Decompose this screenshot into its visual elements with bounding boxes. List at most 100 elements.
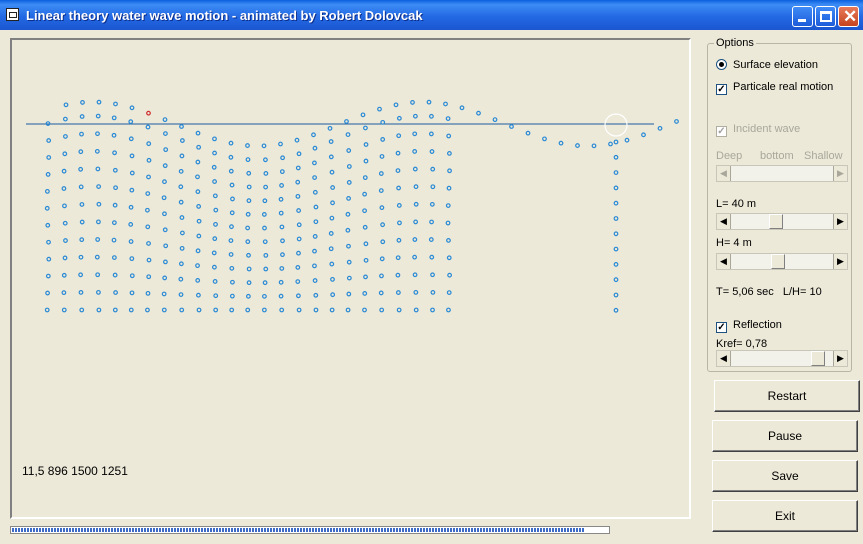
water-particle xyxy=(46,155,52,160)
water-particle xyxy=(113,290,118,295)
water-particle xyxy=(161,195,167,201)
water-particle xyxy=(613,277,619,283)
scroll-right-icon[interactable]: ▶ xyxy=(833,351,847,366)
water-particle xyxy=(45,222,51,228)
water-particle xyxy=(412,149,418,154)
water-particle xyxy=(145,290,151,296)
wavelength-scrollbar[interactable]: ◀ ▶ xyxy=(716,213,848,230)
water-particle xyxy=(377,106,382,112)
water-particle xyxy=(44,205,50,211)
water-particle xyxy=(328,231,334,236)
kref-scroll-thumb[interactable] xyxy=(811,351,825,366)
water-particle xyxy=(329,261,335,267)
incident-wave-label: Incident wave xyxy=(733,123,801,135)
water-particle xyxy=(61,290,67,296)
water-particle xyxy=(346,243,351,249)
water-particle xyxy=(280,238,285,244)
scroll-right-icon[interactable]: ▶ xyxy=(833,254,847,269)
water-particle xyxy=(328,154,334,160)
close-button[interactable]: ✕ xyxy=(838,6,859,27)
water-particle xyxy=(329,215,335,221)
water-particle xyxy=(280,252,285,258)
water-particle xyxy=(428,237,434,242)
window-title: Linear theory water wave motion - animat… xyxy=(26,8,423,23)
water-particle xyxy=(245,143,250,148)
water-particle xyxy=(363,158,369,164)
kref-scrollbar[interactable]: ◀ ▶ xyxy=(716,350,848,367)
water-particle xyxy=(79,131,84,137)
wave-animation-canvas: 11,5 896 1500 1251 xyxy=(10,38,691,519)
pause-button[interactable]: Pause xyxy=(712,420,858,452)
water-particle xyxy=(447,168,452,174)
particle-motion-checkbox[interactable]: ✓ xyxy=(716,84,727,95)
wavelength-scroll-thumb[interactable] xyxy=(769,214,783,229)
water-particle xyxy=(212,236,218,242)
restart-label: Restart xyxy=(767,389,807,403)
water-particle xyxy=(128,239,134,244)
height-scrollbar[interactable]: ◀ ▶ xyxy=(716,253,848,270)
wall-marker-circle xyxy=(604,113,628,137)
water-particle xyxy=(279,224,285,230)
water-particle xyxy=(295,293,301,299)
water-particle xyxy=(228,252,234,257)
kref-label: Kref= 0,78 xyxy=(716,338,768,350)
water-particle xyxy=(129,290,135,296)
water-particle xyxy=(346,195,351,201)
water-particle xyxy=(246,280,252,286)
water-particle xyxy=(95,272,101,278)
scroll-left-icon[interactable]: ◀ xyxy=(717,254,731,269)
scroll-right-icon[interactable]: ▶ xyxy=(833,214,847,229)
scroll-left-icon[interactable]: ◀ xyxy=(717,351,731,366)
water-particle xyxy=(62,220,68,226)
scroll-left-icon[interactable]: ◀ xyxy=(717,214,731,229)
water-particle xyxy=(312,160,317,166)
water-particle xyxy=(396,307,402,313)
exit-button[interactable]: Exit xyxy=(712,500,858,532)
water-particle xyxy=(213,221,218,227)
water-particle xyxy=(446,133,452,139)
water-particle xyxy=(63,238,68,243)
water-particle xyxy=(46,239,51,245)
water-particle xyxy=(246,266,252,272)
water-particle xyxy=(95,237,101,242)
water-particle xyxy=(330,185,336,190)
water-particle xyxy=(294,137,300,143)
water-particle xyxy=(79,219,85,225)
water-particle xyxy=(674,119,679,124)
water-particle xyxy=(575,143,580,148)
maximize-button[interactable] xyxy=(815,6,836,27)
save-button[interactable]: Save xyxy=(712,460,858,492)
surface-elevation-radio[interactable] xyxy=(716,59,727,70)
pause-label: Pause xyxy=(767,429,803,443)
water-particle xyxy=(429,219,434,225)
water-particle xyxy=(412,237,418,242)
water-particle xyxy=(346,148,352,153)
water-particle xyxy=(178,168,184,174)
reflection-checkbox[interactable]: ✓ xyxy=(716,322,727,333)
water-particle xyxy=(95,113,101,119)
water-particle xyxy=(613,170,619,176)
water-particle xyxy=(146,157,152,163)
minimize-button[interactable] xyxy=(792,6,813,27)
water-particle xyxy=(45,121,51,126)
water-particle xyxy=(312,234,318,239)
reflection-option[interactable]: ✓ Reflection xyxy=(716,319,782,333)
water-particle xyxy=(447,151,452,156)
water-particle xyxy=(163,259,168,265)
particle-motion-option[interactable]: ✓ Particale real motion xyxy=(716,81,833,95)
water-particle xyxy=(145,191,151,196)
water-particle xyxy=(613,185,619,191)
height-scroll-thumb[interactable] xyxy=(771,254,785,269)
restart-button[interactable]: Restart xyxy=(714,380,860,412)
water-particle xyxy=(312,248,317,254)
surface-elevation-option[interactable]: Surface elevation xyxy=(716,59,818,71)
animation-progress-bar xyxy=(10,526,610,534)
water-particle xyxy=(445,220,451,226)
water-particle xyxy=(345,227,351,233)
water-particle xyxy=(213,207,219,213)
water-particle xyxy=(459,105,465,111)
app-icon[interactable] xyxy=(6,8,19,21)
water-particle xyxy=(129,256,135,262)
water-particle xyxy=(278,141,283,147)
title-bar[interactable]: Linear theory water wave motion - animat… xyxy=(0,0,863,30)
